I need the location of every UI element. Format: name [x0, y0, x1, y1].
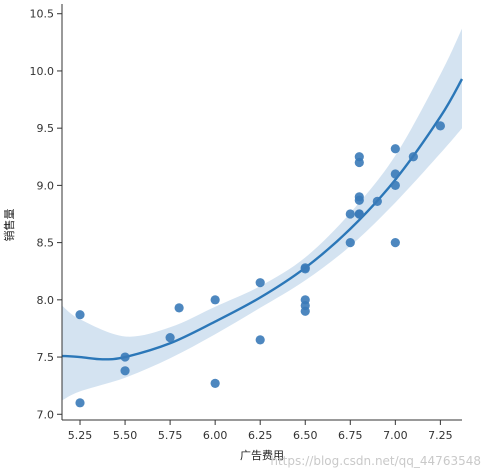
y-tick-label: 7.5: [37, 351, 55, 364]
scatter-point: [345, 238, 355, 248]
scatter-point: [390, 180, 400, 190]
scatter-point: [75, 398, 85, 408]
regression-line: [61, 78, 464, 361]
scatter-point: [210, 378, 220, 388]
x-tick-label: 6.25: [248, 429, 273, 442]
watermark-text: https://blog.csdn.net/qq_44763548: [270, 454, 481, 468]
x-tick-label: 5.50: [113, 429, 138, 442]
confidence-band: [62, 28, 462, 401]
scatter-point: [354, 157, 364, 168]
y-tick-label: 9.5: [37, 122, 55, 135]
scatter-point: [354, 195, 364, 205]
x-tick-label: 7.00: [383, 429, 408, 442]
x-tick-label: 6.50: [293, 429, 318, 442]
scatter-point: [120, 366, 130, 376]
y-tick-label: 10.5: [30, 8, 55, 21]
x-axis-label: 广告费用: [240, 449, 284, 462]
scatter-point: [390, 144, 400, 154]
scatter-point: [372, 196, 382, 207]
scatter-point: [354, 209, 364, 219]
x-ticks: 5.25 5.50 5.75 6.00 6.25 6.50 6.75 7.00 7.25: [68, 420, 453, 442]
scatter-point: [120, 352, 130, 362]
scatter-point: [255, 278, 265, 288]
y-tick-label: 9.0: [37, 179, 55, 192]
scatter-point: [174, 303, 184, 313]
scatter-point: [435, 121, 445, 131]
scatter-point: [300, 263, 310, 273]
x-tick-label: 6.00: [203, 429, 228, 442]
y-tick-label: 7.0: [37, 408, 55, 421]
scatter-point: [210, 295, 220, 305]
x-tick-label: 5.25: [68, 429, 93, 442]
y-ticks: 7.0 7.5 8.0 8.5 9.0 9.5 10.0 10.5: [30, 8, 62, 421]
scatter-points-layer: [75, 121, 445, 408]
fit-line-layer: [61, 78, 464, 361]
scatter-point: [300, 306, 310, 316]
scatter-point: [408, 152, 418, 162]
y-axis-label: 销售量: [2, 209, 16, 242]
y-tick-label: 10.0: [30, 65, 55, 78]
scatter-point: [165, 333, 175, 343]
scatter-point: [255, 335, 265, 345]
y-tick-label: 8.5: [37, 237, 55, 250]
confidence-band-layer: [62, 28, 462, 401]
scatter-point: [345, 209, 355, 219]
scatter-point: [390, 238, 400, 248]
scatter-point: [390, 169, 400, 179]
y-tick-label: 8.0: [37, 294, 55, 307]
x-tick-label: 6.75: [338, 429, 363, 442]
scatter-point: [75, 310, 85, 320]
x-tick-label: 5.75: [158, 429, 183, 442]
x-tick-label: 7.25: [428, 429, 453, 442]
